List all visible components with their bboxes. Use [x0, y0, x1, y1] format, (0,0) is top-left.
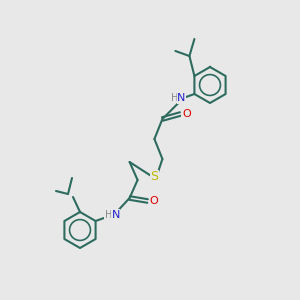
Text: N: N — [111, 210, 120, 220]
Text: O: O — [149, 196, 158, 206]
Text: S: S — [150, 170, 158, 184]
Text: H: H — [171, 93, 178, 103]
Text: H: H — [105, 210, 112, 220]
Text: N: N — [177, 93, 186, 103]
Text: O: O — [182, 109, 191, 119]
